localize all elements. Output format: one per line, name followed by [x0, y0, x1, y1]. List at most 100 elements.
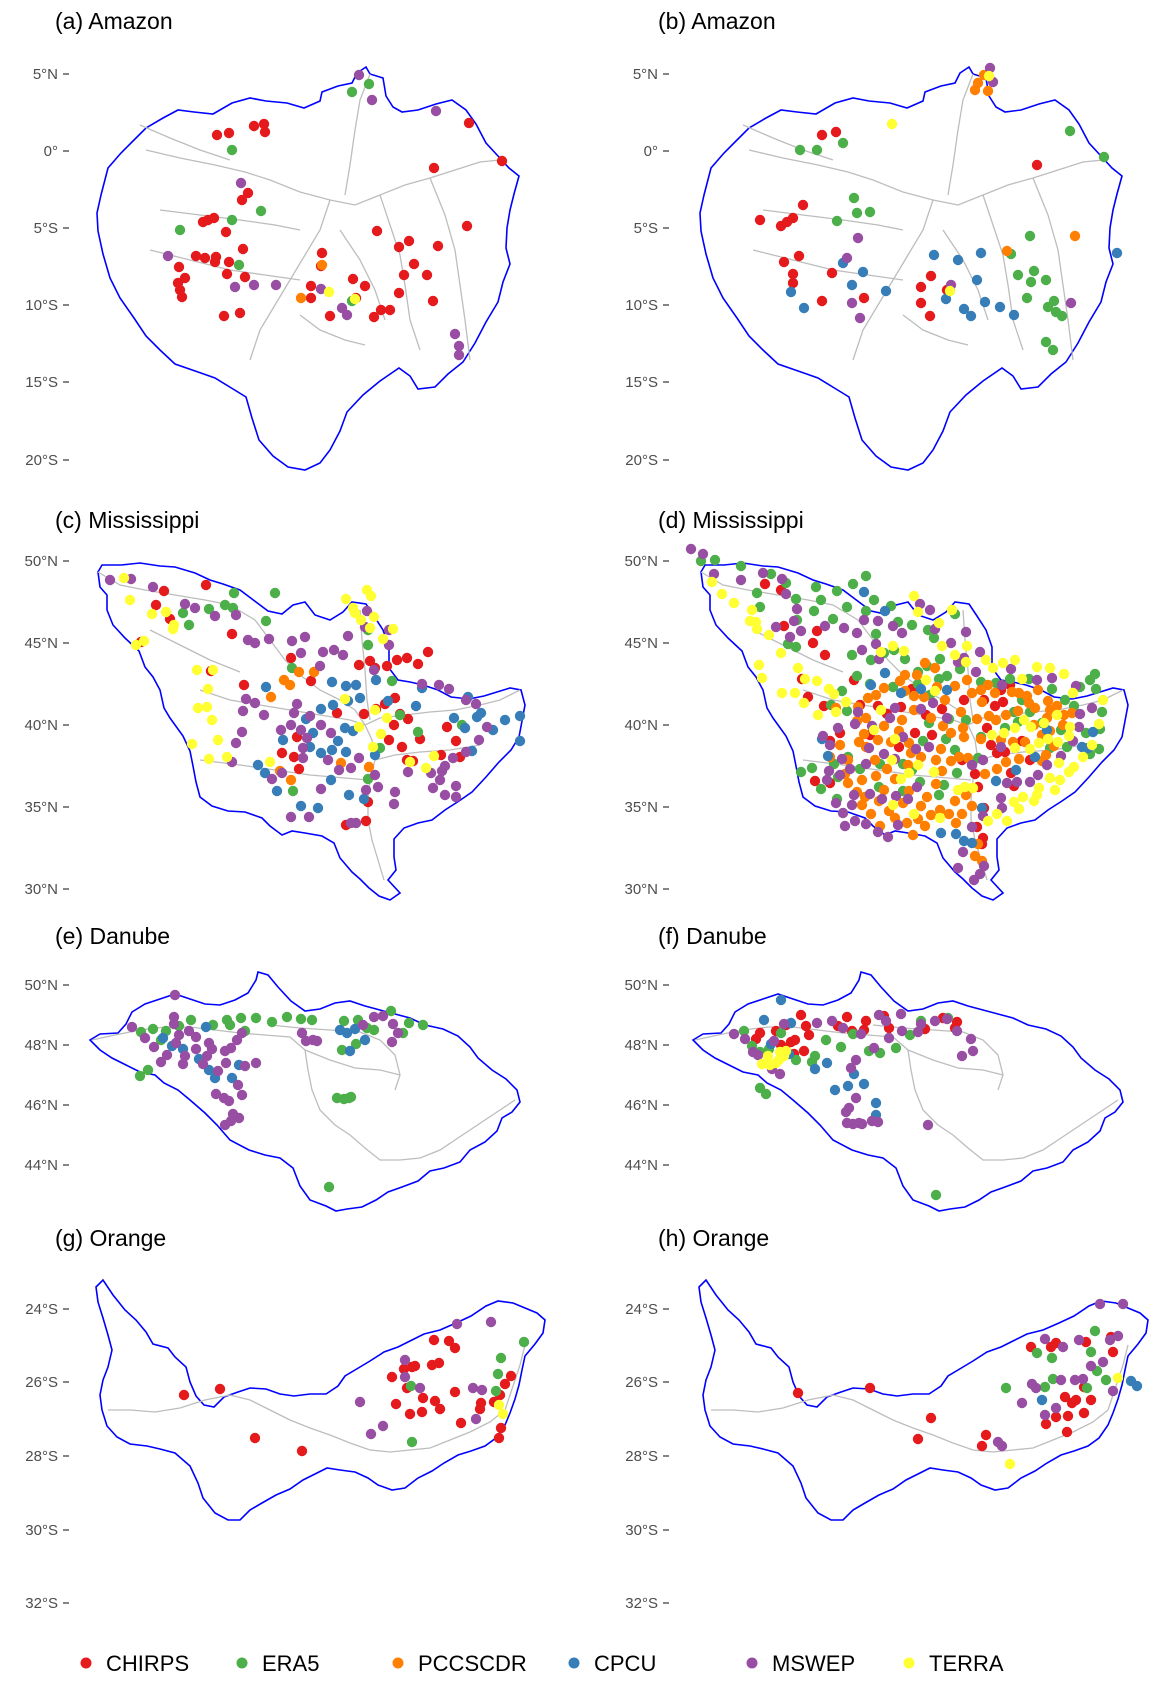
- station-terra-h-0: [1004, 1458, 1016, 1470]
- station-mswep-e-21: [232, 1079, 244, 1091]
- station-chirps-a-17: [173, 261, 185, 273]
- station-mswep-e-22: [236, 1089, 248, 1101]
- station-mswep-a-1: [229, 281, 241, 293]
- station-chirps-a-22: [223, 256, 235, 268]
- station-cpcu-e-9: [344, 1045, 356, 1057]
- station-mswep-d-18: [896, 627, 908, 639]
- station-mswep-h-16: [1077, 1373, 1089, 1385]
- station-mswep-h-19: [1104, 1334, 1116, 1346]
- station-mswep-d-6: [780, 588, 792, 600]
- station-chirps-h-5: [1062, 1410, 1074, 1422]
- station-mswep-d-55: [890, 790, 902, 802]
- station-pccscdr-d-79: [925, 809, 937, 821]
- station-mswep-h-4: [1039, 1333, 1051, 1345]
- station-mswep-d-13: [838, 622, 850, 634]
- station-cpcu-b-9: [940, 293, 952, 305]
- station-terra-d-51: [991, 808, 1003, 820]
- station-chirps-b-11: [858, 292, 870, 304]
- station-era5-e-20: [417, 1019, 429, 1031]
- station-terra-d-24: [997, 657, 1009, 669]
- station-cpcu-c-31: [340, 680, 352, 692]
- station-mswep-f-18: [967, 1045, 979, 1057]
- station-era5-c-1: [183, 619, 195, 631]
- panel-a-tick-5n: 5°N: [33, 66, 58, 83]
- station-era5-d-18: [934, 653, 946, 665]
- station-era5-e-11: [281, 1011, 293, 1023]
- station-terra-d-12: [830, 706, 842, 718]
- station-mswep-h-3: [1107, 1385, 1119, 1397]
- station-terra-d-90: [875, 646, 887, 658]
- station-pccscdr-d-24: [945, 727, 957, 739]
- station-mswep-a-9: [453, 340, 465, 352]
- station-terra-d-47: [1044, 772, 1056, 784]
- station-chirps-d-0: [759, 578, 771, 590]
- station-cpcu-e-5: [226, 1072, 238, 1084]
- station-pccscdr-d-102: [919, 657, 931, 669]
- station-era5-d-21: [899, 653, 911, 665]
- station-chirps-g-7: [434, 1403, 446, 1415]
- station-era5-f-5: [790, 1054, 802, 1066]
- station-cpcu-c-13: [340, 746, 352, 758]
- panel-b-tick-5n: 5°N: [633, 66, 658, 83]
- station-mswep-e-14: [190, 1043, 202, 1055]
- station-terra-d-80: [887, 799, 899, 811]
- station-mswep-d-42: [1032, 769, 1044, 781]
- station-cpcu-c-18: [410, 700, 422, 712]
- station-cpcu-f-0: [775, 994, 787, 1006]
- legend-item-pccscdr: PCCSCDR: [392, 1651, 527, 1676]
- station-mswep-f-33: [845, 1062, 857, 1074]
- station-points-b: [754, 62, 1123, 356]
- station-cpcu-d-20: [1087, 726, 1099, 738]
- station-cpcu-d-5: [895, 687, 907, 699]
- station-mswep-h-15: [1069, 1374, 1081, 1386]
- station-chirps-a-12: [220, 226, 232, 238]
- station-pccscdr-d-14: [1066, 707, 1078, 719]
- panel-f-title: (f) Danube: [658, 923, 767, 949]
- legend-label-pccscdr: PCCSCDR: [418, 1651, 527, 1676]
- panel-h-tick-28s: 28°S: [625, 1448, 658, 1465]
- station-era5-d-6: [808, 605, 820, 617]
- station-points-a: [162, 69, 508, 361]
- station-era5-d-3: [765, 568, 777, 580]
- station-mswep-d-23: [924, 604, 936, 616]
- station-pccscdr-d-47: [949, 795, 961, 807]
- station-era5-b-0: [811, 144, 823, 156]
- station-chirps-a-14: [199, 252, 211, 264]
- station-mswep-g-1: [377, 1420, 389, 1432]
- station-mswep-e-28: [210, 1088, 222, 1100]
- station-chirps-h-21: [925, 1412, 937, 1424]
- station-chirps-g-11: [495, 1422, 507, 1434]
- station-era5-d-91: [810, 581, 822, 593]
- station-mswep-f-3: [752, 1049, 764, 1061]
- station-chirps-g-27: [390, 1398, 402, 1410]
- station-cpcu-c-34: [382, 695, 394, 707]
- station-mswep-f-9: [855, 1028, 867, 1040]
- station-mswep-d-46: [995, 792, 1007, 804]
- station-mswep-c-61: [345, 817, 357, 829]
- station-mswep-f-31: [883, 1032, 895, 1044]
- panel-d-axis: 50°N 45°N 40°N 35°N 30°N: [624, 553, 669, 898]
- station-mswep-e-18: [197, 1058, 209, 1070]
- panel-a-tick-15s: 15°S: [25, 374, 58, 391]
- station-mswep-c-41: [372, 781, 384, 793]
- station-mswep-d-85: [839, 820, 851, 832]
- panel-f-tick-50n: 50°N: [624, 977, 658, 994]
- station-cpcu-c-36: [252, 759, 264, 771]
- station-chirps-f-18: [951, 1016, 963, 1028]
- panel-h-tick-32s: 32°S: [625, 1595, 658, 1612]
- station-terra-d-38: [1009, 742, 1021, 754]
- panel-g-tick-26s: 26°S: [25, 1374, 58, 1391]
- station-era5-e-29: [142, 1064, 154, 1076]
- station-chirps-g-17: [417, 1392, 429, 1404]
- station-era5-d-58: [951, 767, 963, 779]
- station-mswep-c-49: [315, 719, 327, 731]
- station-mswep-e-11: [190, 1031, 202, 1043]
- station-mswep-d-75: [897, 731, 909, 743]
- station-mswep-c-59: [315, 783, 327, 795]
- station-era5-d-72: [815, 783, 827, 795]
- station-era5-c-2: [203, 603, 215, 615]
- station-chirps-a-31: [347, 273, 359, 285]
- station-cpcu-c-20: [459, 722, 471, 734]
- station-points-h: [792, 1298, 1143, 1470]
- station-terra-d-63: [1097, 694, 1109, 706]
